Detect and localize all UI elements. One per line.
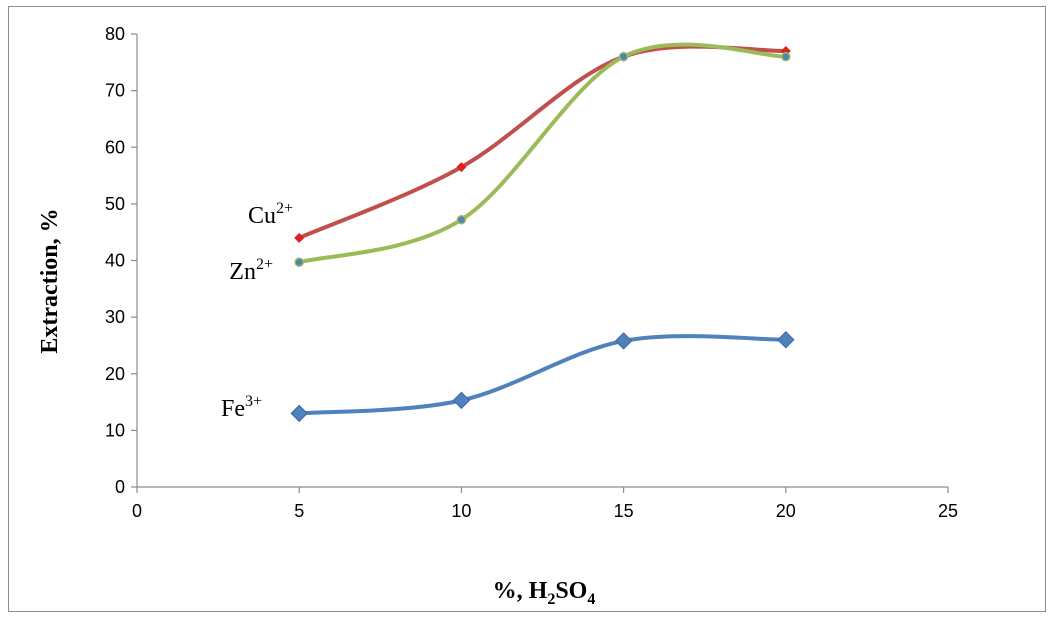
x-axis-title-mid: SO bbox=[555, 578, 587, 604]
x-tick-label: 10 bbox=[451, 501, 471, 521]
series-line-fe bbox=[297, 334, 788, 416]
x-axis-title-sub2: 4 bbox=[587, 591, 595, 608]
series-markers bbox=[290, 45, 795, 423]
data-point-cu bbox=[456, 162, 467, 173]
y-axis-title: Extraction, % bbox=[37, 208, 63, 353]
series-label-zn: Zn2+ bbox=[229, 256, 273, 285]
x-tick-label: 15 bbox=[614, 501, 634, 521]
data-point-zn bbox=[456, 214, 467, 225]
x-tick-label: 20 bbox=[776, 501, 796, 521]
chart-frame bbox=[8, 6, 1046, 612]
series-label-cu: Cu2+ bbox=[248, 200, 293, 229]
y-tick-label: 10 bbox=[105, 420, 125, 440]
x-axis-title-main: %, H bbox=[493, 578, 548, 604]
y-tick-label: 50 bbox=[105, 194, 125, 214]
x-tick-label: 25 bbox=[938, 501, 958, 521]
x-tick-label: 5 bbox=[294, 501, 304, 521]
data-point-zn bbox=[294, 257, 304, 267]
tick-labels: 0 10 20 30 40 50 60 70 80 0 5 10 15 20 25 bbox=[105, 24, 958, 521]
x-axis-title: %, H2SO4 bbox=[493, 578, 596, 608]
x-tick-label: 0 bbox=[132, 501, 142, 521]
x-axis-title-sub1: 2 bbox=[547, 591, 555, 608]
y-tick-label: 30 bbox=[105, 307, 125, 327]
series-curves bbox=[297, 42, 788, 416]
series-labels: Fe3+ Cu2+ Zn2+ bbox=[221, 200, 293, 422]
data-point-fe bbox=[452, 391, 471, 410]
series-label-fe: Fe3+ bbox=[221, 393, 262, 422]
series-line-cu bbox=[297, 44, 788, 240]
series-line-zn bbox=[297, 42, 788, 265]
data-point-fe bbox=[290, 404, 308, 423]
data-point-zn bbox=[781, 51, 791, 62]
y-tick-label: 0 bbox=[115, 477, 125, 497]
y-tick-label: 80 bbox=[105, 24, 125, 44]
data-point-cu bbox=[294, 232, 305, 243]
data-point-fe bbox=[614, 332, 633, 350]
data-point-fe bbox=[777, 331, 795, 349]
y-tick-label: 40 bbox=[105, 251, 125, 271]
y-tick-label: 60 bbox=[105, 137, 125, 157]
data-point-zn bbox=[618, 51, 629, 62]
y-tick-label: 20 bbox=[105, 364, 125, 384]
y-tick-label: 70 bbox=[105, 81, 125, 101]
